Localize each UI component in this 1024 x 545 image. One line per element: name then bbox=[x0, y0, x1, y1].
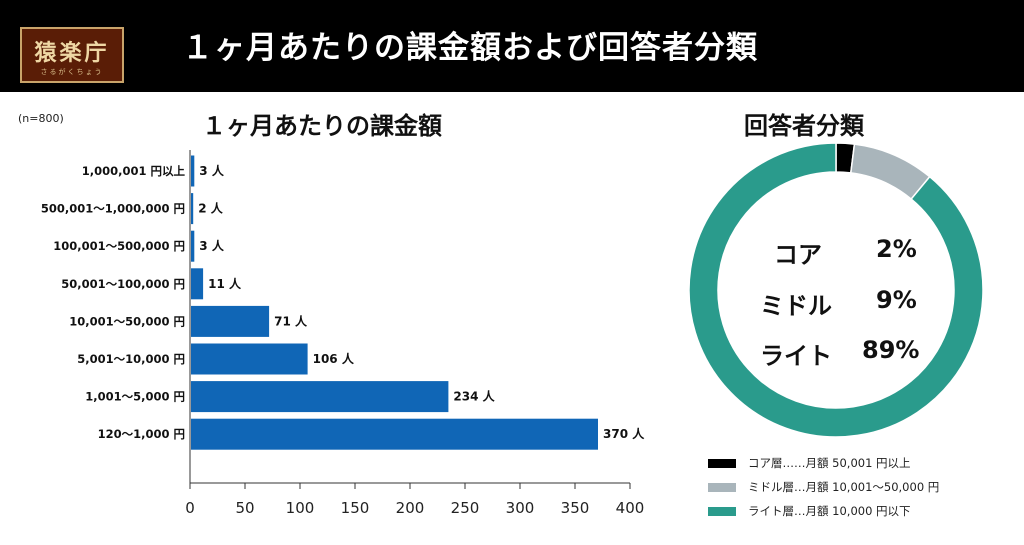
legend-item-core: コア層……月額 50,001 円以上 bbox=[708, 455, 911, 471]
logo-subtext: さるがくちょう bbox=[40, 68, 104, 76]
bar bbox=[191, 155, 195, 187]
bar bbox=[191, 193, 194, 225]
legend-item-light: ライト層…月額 10,000 円以下 bbox=[708, 503, 911, 519]
x-tick-label: 0 bbox=[185, 499, 195, 517]
donut-chart bbox=[688, 142, 984, 438]
value-label: 2 人 bbox=[198, 201, 224, 216]
category-label: 5,001～10,000 円 bbox=[77, 352, 185, 366]
x-tick-label: 200 bbox=[396, 499, 425, 517]
value-label: 3 人 bbox=[199, 163, 225, 178]
x-tick-label: 250 bbox=[451, 499, 480, 517]
x-tick-label: 400 bbox=[616, 499, 645, 517]
category-label: 50,001～100,000 円 bbox=[61, 277, 185, 291]
donut-label-middle: ミドル bbox=[760, 292, 832, 320]
x-tick-label: 350 bbox=[561, 499, 590, 517]
legend-text-light: ライト層…月額 10,000 円以下 bbox=[748, 504, 911, 518]
donut-value-middle: 9% bbox=[876, 286, 917, 314]
bar bbox=[191, 418, 598, 450]
legend-swatch-middle bbox=[708, 483, 736, 492]
category-label: 100,001～500,000 円 bbox=[53, 239, 185, 253]
sample-size-note: (n=800) bbox=[18, 112, 64, 125]
donut-label-core: コア bbox=[774, 241, 822, 269]
legend-text-core: コア層……月額 50,001 円以上 bbox=[748, 456, 911, 470]
value-label: 11 人 bbox=[208, 276, 242, 291]
value-label: 71 人 bbox=[274, 313, 308, 328]
value-label: 106 人 bbox=[313, 351, 355, 366]
category-label: 1,001～5,000 円 bbox=[85, 390, 185, 404]
category-label: 1,000,001 円以上 bbox=[82, 164, 186, 178]
bar-chart: 0 50 100 150 200 250 300 350 400 1,000,001 円以上 3 人… bbox=[41, 150, 645, 517]
logo: 猿楽庁 さるがくちょう bbox=[20, 27, 124, 83]
donut-label-light: ライト bbox=[760, 342, 832, 370]
x-tick-label: 50 bbox=[235, 499, 254, 517]
legend-swatch-light bbox=[708, 507, 736, 516]
page-title: １ヶ月あたりの課金額および回答者分類 bbox=[182, 30, 758, 66]
x-tick-label: 150 bbox=[341, 499, 370, 517]
donut-value-light: 89% bbox=[862, 336, 920, 364]
legend-text-middle: ミドル層…月額 10,001～50,000 円 bbox=[748, 480, 940, 494]
bar bbox=[191, 305, 270, 337]
bar bbox=[191, 230, 195, 262]
value-label: 3 人 bbox=[199, 238, 225, 253]
legend-item-middle: ミドル層…月額 10,001～50,000 円 bbox=[708, 479, 939, 495]
donut-chart-title: 回答者分類 bbox=[744, 112, 864, 140]
value-label: 370 人 bbox=[603, 426, 645, 441]
category-label: 500,001～1,000,000 円 bbox=[41, 202, 185, 216]
donut-value-core: 2% bbox=[876, 235, 917, 263]
header-bar: 猿楽庁 さるがくちょう １ヶ月あたりの課金額および回答者分類 bbox=[0, 0, 1024, 92]
x-tick-label: 100 bbox=[286, 499, 315, 517]
logo-text: 猿楽庁 bbox=[34, 40, 110, 66]
bar bbox=[191, 343, 308, 375]
category-label: 10,001～50,000 円 bbox=[69, 314, 185, 328]
legend-swatch-core bbox=[708, 459, 736, 468]
value-label: 234 人 bbox=[453, 389, 495, 404]
bar bbox=[191, 381, 449, 413]
donut-slice bbox=[688, 142, 984, 438]
bar bbox=[191, 268, 204, 300]
category-label: 120～1,000 円 bbox=[98, 427, 185, 441]
bar-chart-title: １ヶ月あたりの課金額 bbox=[202, 112, 442, 140]
x-tick-label: 300 bbox=[506, 499, 535, 517]
